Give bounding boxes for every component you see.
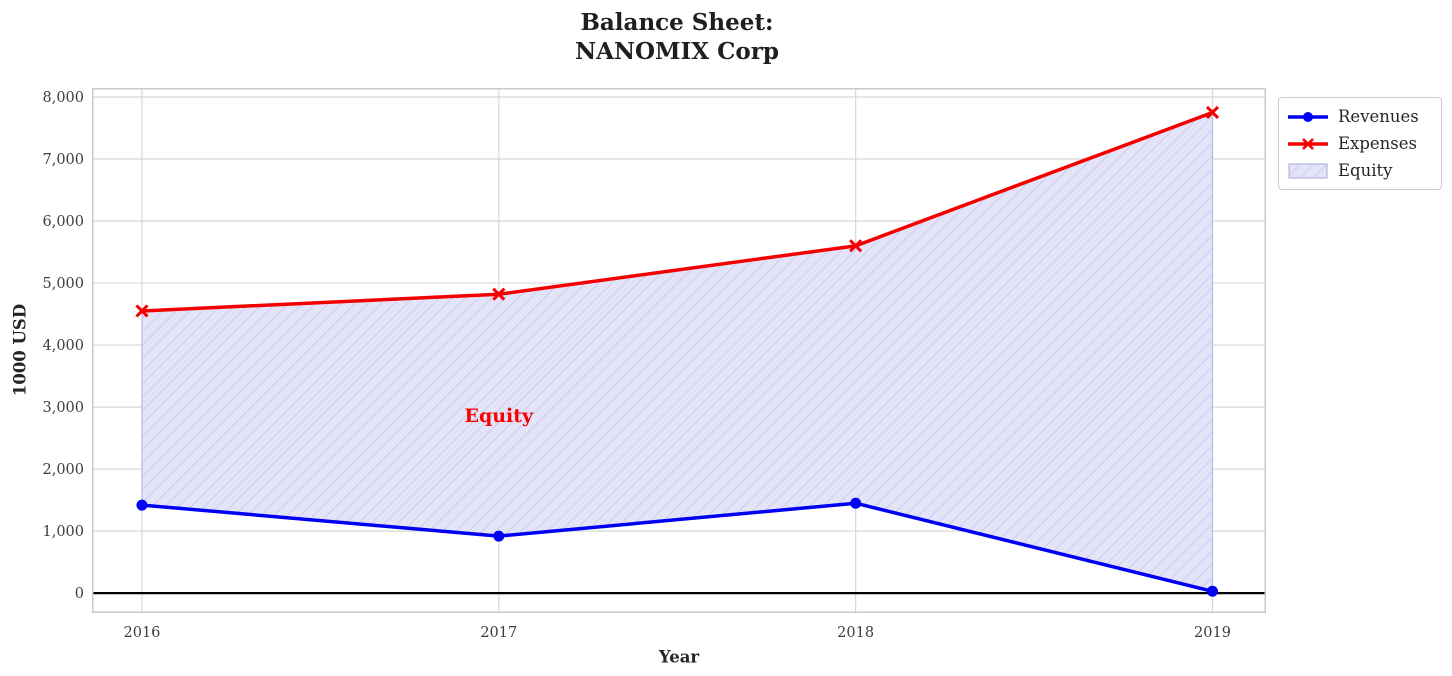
y-tick-label: 0 (75, 586, 84, 602)
legend-item-label: Equity (1338, 161, 1393, 180)
x-tick-label: 2017 (480, 625, 517, 641)
expenses-marker (492, 287, 506, 301)
legend-swatch-hatched-patch (1288, 163, 1328, 178)
legend-item-label: Revenues (1338, 107, 1419, 126)
chart-title: Balance Sheet: NANOMIX Corp (575, 9, 779, 65)
revenues-marker (1206, 585, 1218, 597)
legend-swatch-line-x (1288, 137, 1328, 150)
x-tick-label: 2016 (124, 625, 161, 641)
expenses-marker (135, 304, 149, 318)
y-tick-label: 5,000 (42, 276, 84, 292)
expenses-marker (849, 239, 863, 253)
y-tick-label: 4,000 (42, 338, 84, 354)
legend-item-equity: Equity (1288, 161, 1432, 180)
revenues-line (140, 501, 1215, 594)
y-tick-label: 7,000 (42, 152, 84, 168)
x-tick-label: 2018 (837, 625, 874, 641)
y-tick-label: 6,000 (42, 214, 84, 230)
legend-swatch-line-circle (1288, 111, 1328, 122)
x-tick-label: 2019 (1194, 625, 1231, 641)
revenues-marker (136, 499, 148, 511)
y-tick-label: 3,000 (42, 400, 84, 416)
legend-item-label: Expenses (1338, 134, 1418, 153)
expenses-marker (1205, 105, 1220, 120)
axes-border (92, 88, 1266, 613)
revenues-marker (850, 497, 862, 509)
legend-item-expenses: Expenses (1288, 134, 1432, 153)
equity-annotation: Equity (464, 405, 534, 427)
x-axis-label: Year (658, 647, 700, 667)
revenues-marker (493, 530, 505, 542)
y-tick-label: 8,000 (42, 90, 84, 106)
y-tick-label: 2,000 (42, 462, 84, 478)
legend: Revenues Expenses Equity (1278, 97, 1442, 190)
y-tick-label: 1,000 (42, 524, 84, 540)
expenses-line (140, 110, 1215, 313)
legend-item-revenues: Revenues (1288, 107, 1432, 126)
